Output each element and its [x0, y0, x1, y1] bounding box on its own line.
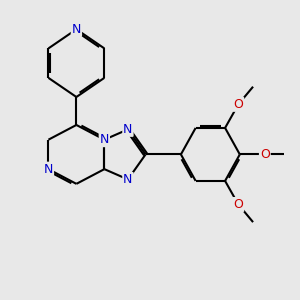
Text: N: N: [123, 123, 133, 136]
Text: N: N: [44, 163, 53, 176]
Text: O: O: [233, 198, 243, 211]
Text: N: N: [123, 173, 133, 186]
Text: O: O: [233, 98, 243, 111]
Text: N: N: [100, 133, 109, 146]
Text: O: O: [260, 148, 270, 161]
Text: N: N: [72, 23, 81, 36]
